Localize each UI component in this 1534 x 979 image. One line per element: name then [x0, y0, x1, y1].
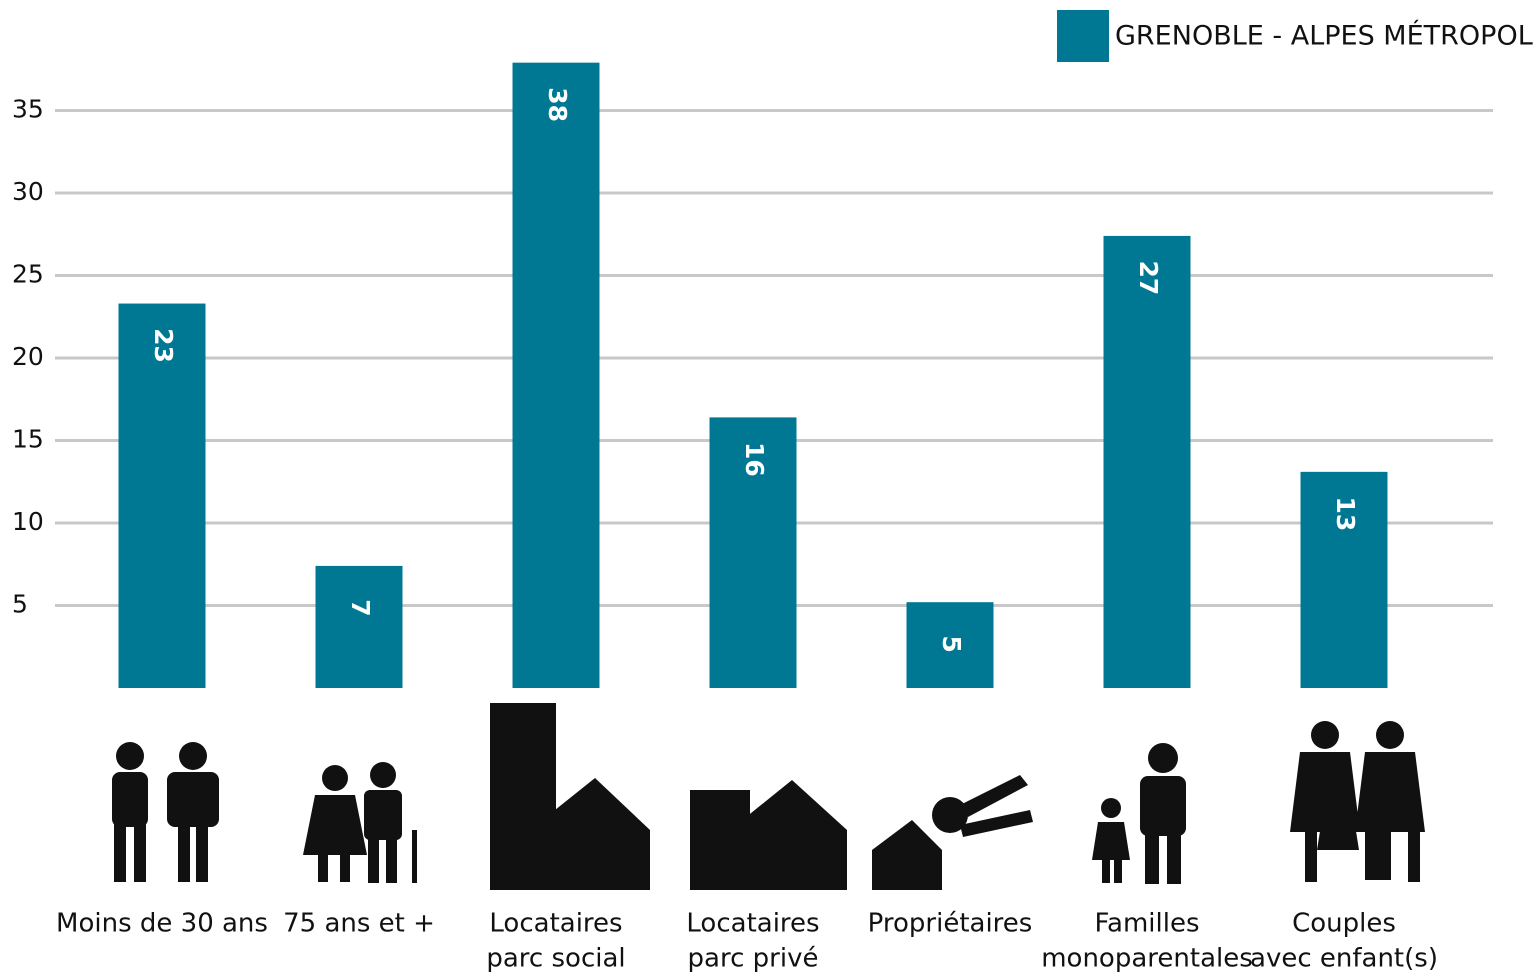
x-tick-label: Familles — [1094, 909, 1199, 939]
y-tick-label: 30 — [12, 177, 44, 206]
x-tick-label: monoparentales — [1041, 944, 1253, 974]
y-tick-label: 15 — [12, 425, 44, 454]
legend-swatch — [1057, 10, 1109, 62]
icon-elderly — [303, 762, 417, 883]
bar — [906, 602, 994, 688]
bar — [709, 417, 797, 688]
y-tick-label: 20 — [12, 342, 44, 371]
x-tick-label: Propriétaires — [868, 909, 1033, 939]
x-tick-label: 75 ans et + — [283, 909, 435, 939]
bar — [1300, 471, 1388, 688]
x-tick-label: avec enfant(s) — [1250, 944, 1438, 974]
y-tick-label: 25 — [12, 260, 44, 289]
icons — [112, 703, 1425, 890]
x-tick-label: Couples — [1292, 909, 1396, 939]
icon-private-housing — [690, 780, 847, 890]
x-tick-label: Locataires — [686, 909, 819, 939]
x-tick-label: parc privé — [688, 944, 819, 974]
x-tick-label: Moins de 30 ans — [56, 909, 268, 939]
y-tick-label: 5 — [12, 590, 28, 619]
y-tick-label: 10 — [12, 507, 44, 536]
value-label: 7 — [346, 599, 375, 616]
value-label: 5 — [937, 635, 966, 652]
value-label: 23 — [149, 328, 178, 363]
bar — [118, 303, 206, 688]
icon-couple-kids — [1290, 721, 1425, 882]
value-label: 27 — [1134, 261, 1163, 296]
icon-single-parent — [1092, 743, 1186, 884]
value-label: 13 — [1331, 496, 1360, 531]
y-tick-label: 35 — [12, 95, 44, 124]
icon-social-housing — [490, 703, 650, 890]
bar — [1103, 235, 1191, 688]
value-label: 16 — [740, 442, 769, 477]
icon-young — [112, 742, 219, 882]
x-tick-label: parc social — [486, 944, 625, 974]
bar — [512, 62, 600, 688]
x-tick-label: Locataires — [489, 909, 622, 939]
value-label: 38 — [543, 87, 572, 122]
legend-label: GRENOBLE - ALPES MÉTROPOLE — [1115, 20, 1534, 52]
icon-keys — [872, 775, 1033, 890]
bar — [315, 565, 403, 688]
